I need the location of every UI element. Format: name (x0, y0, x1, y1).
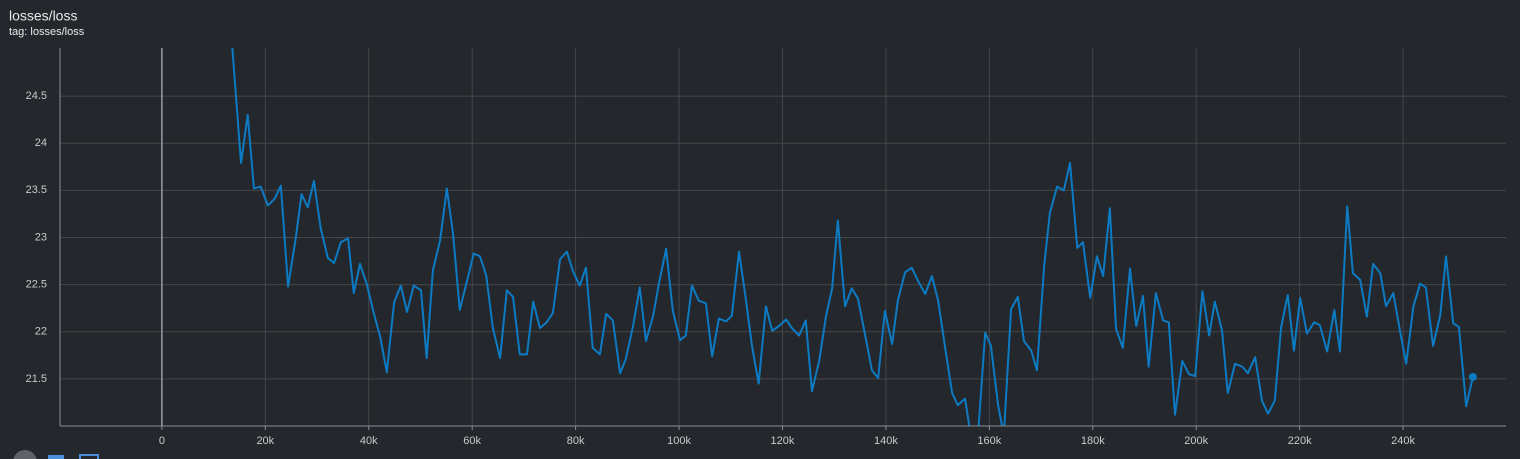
x-tick-label: 220k (1288, 435, 1312, 447)
x-tick-label: 180k (1081, 435, 1105, 447)
x-tick-label: 140k (874, 435, 898, 447)
y-tick-label: 24.5 (26, 90, 47, 102)
footer-icon[interactable] (13, 450, 37, 459)
y-tick-label: 23 (35, 231, 47, 243)
x-tick-label: 200k (1184, 435, 1208, 447)
x-tick-label: 240k (1391, 435, 1415, 447)
y-tick-label: 24 (35, 137, 47, 149)
x-tick-label: 0 (159, 435, 165, 447)
y-tick-label: 22 (35, 326, 47, 338)
y-tick-label: 23.5 (26, 184, 47, 196)
x-tick-label: 20k (256, 435, 274, 447)
end-point (1468, 372, 1477, 381)
x-tick-label: 40k (360, 435, 378, 447)
x-tick-label: 100k (667, 435, 691, 447)
chart-title: losses/loss (9, 8, 77, 24)
grid (60, 48, 1506, 426)
plot-area (231, 48, 1477, 426)
x-tick-label: 80k (567, 435, 585, 447)
y-tick-label: 21.5 (26, 373, 47, 385)
x-tick-label: 160k (977, 435, 1001, 447)
footer-icon[interactable] (79, 454, 99, 459)
series-line (231, 48, 1474, 426)
y-tick-label: 22.5 (26, 279, 47, 291)
x-tick-label: 120k (771, 435, 795, 447)
footer-icon[interactable] (48, 455, 64, 459)
x-tick-label: 60k (463, 435, 481, 447)
chart-subtitle: tag: losses/loss (9, 26, 85, 38)
